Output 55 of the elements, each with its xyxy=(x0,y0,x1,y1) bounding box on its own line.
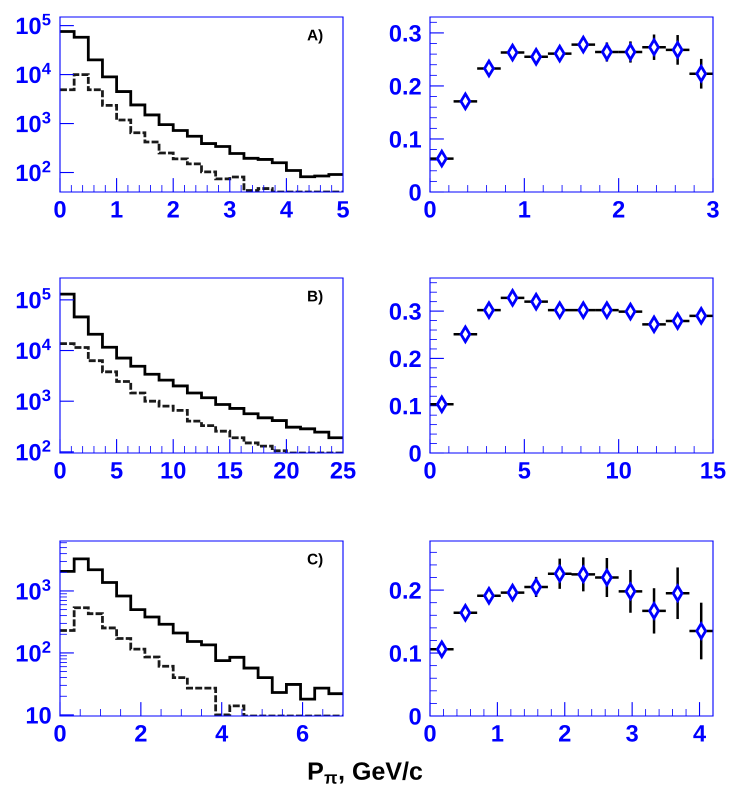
y-tick-label: 10$^{3}$ xyxy=(16,579,50,600)
x-tick-label: 2 xyxy=(559,724,570,742)
y-tick-label: 10$^{5}$ xyxy=(16,14,51,34)
y-tick-label: 0.3 xyxy=(390,24,421,42)
y-tick-label: 10$^{3}$ xyxy=(16,112,50,132)
x-tick-label: 20 xyxy=(274,462,299,479)
y-tick-label: 0.3 xyxy=(390,303,421,320)
x-tick-label: 5 xyxy=(110,462,123,479)
y-tick-label: 0.1 xyxy=(390,645,422,662)
y-tick-label: 10$^{5}$ xyxy=(16,288,51,308)
x-tick-label: 10 xyxy=(607,462,631,479)
x-tick-label: 3 xyxy=(706,200,719,218)
y-tick-label: 10$^{2}$ xyxy=(16,440,50,461)
y-tick-label: 0 xyxy=(409,445,421,462)
x-tick-label: 0 xyxy=(424,462,436,479)
y-tick-label: 10 xyxy=(26,706,51,724)
annotation: C) xyxy=(308,553,322,568)
y-tick-label: 10$^{4}$ xyxy=(16,338,51,360)
x-tick-label: 5 xyxy=(518,462,530,479)
y-tick-label: 10$^{4}$ xyxy=(16,62,51,84)
x-tick-label: 4 xyxy=(280,201,293,218)
x-tick-label: 3 xyxy=(224,200,236,218)
y-tick-label: 0.1 xyxy=(390,398,422,414)
x-tick-label: 1 xyxy=(519,201,530,218)
annotation: A) xyxy=(307,29,322,44)
x-tick-label: 6 xyxy=(296,724,308,742)
x-tick-label: 15 xyxy=(218,462,242,479)
y-tick-label: 0.2 xyxy=(390,78,421,95)
y-tick-label: 0.1 xyxy=(390,131,422,148)
x-tick-label: 10 xyxy=(162,462,186,479)
y-tick-label: 10$^{3}$ xyxy=(16,389,50,410)
x-tick-label: 3 xyxy=(626,724,638,742)
x-tick-label: 15 xyxy=(701,462,726,479)
x-tick-label: 0 xyxy=(424,200,436,218)
x-tick-label: 0 xyxy=(54,200,66,218)
y-tick-label: 10$^{2}$ xyxy=(16,160,50,182)
y-tick-label: 0 xyxy=(409,184,421,201)
x-axis-title: P$_{π}$, GeV/c xyxy=(308,762,422,784)
x-tick-label: 2 xyxy=(135,724,146,742)
x-tick-label: 1 xyxy=(492,725,504,742)
x-tick-label: 2 xyxy=(167,200,179,218)
x-tick-label: 0 xyxy=(54,462,66,479)
y-tick-label: 10$^{2}$ xyxy=(16,641,50,662)
annotation: B) xyxy=(308,290,322,304)
x-tick-label: 25 xyxy=(330,462,356,479)
y-tick-label: 0.2 xyxy=(390,582,421,599)
x-tick-label: 4 xyxy=(216,725,228,742)
x-tick-label: 2 xyxy=(612,200,624,218)
y-tick-label: 0 xyxy=(409,708,421,725)
x-tick-label: 1 xyxy=(112,201,123,218)
x-tick-label: 4 xyxy=(693,725,706,742)
y-tick-label: 0.2 xyxy=(390,350,421,368)
x-tick-label: 0 xyxy=(424,724,436,742)
x-tick-label: 0 xyxy=(54,724,66,742)
x-tick-label: 5 xyxy=(337,201,349,218)
